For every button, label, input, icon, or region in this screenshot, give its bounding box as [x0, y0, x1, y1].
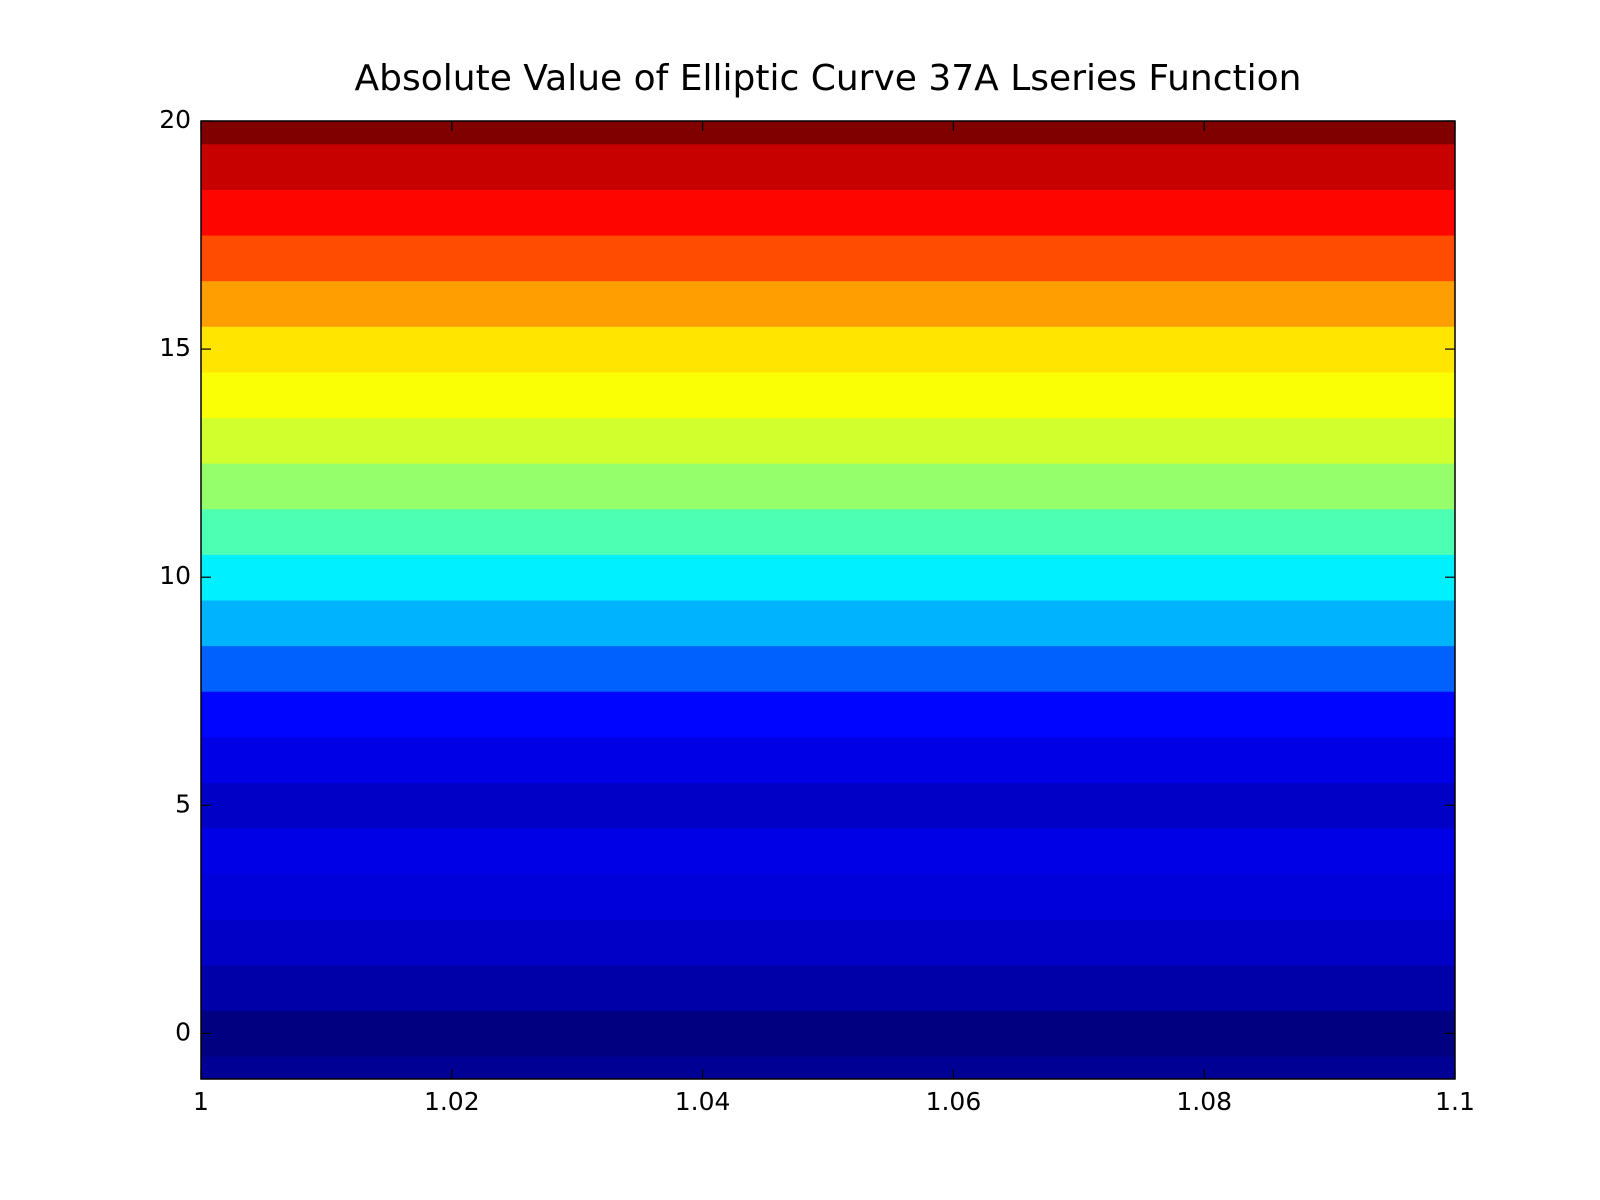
- heatmap-row: [201, 417, 1455, 464]
- plot-frame: [200, 120, 1456, 1080]
- y-tick-label: 20: [159, 105, 191, 134]
- x-tick-label: 1.1: [1435, 1087, 1475, 1116]
- chart-title: Absolute Value of Elliptic Curve 37A Lse…: [355, 58, 1302, 99]
- x-tick-label: 1.04: [675, 1087, 731, 1116]
- heatmap-row: [201, 736, 1455, 783]
- heatmap-row: [201, 121, 1455, 145]
- heatmap-row: [201, 964, 1455, 1012]
- heatmap-row: [201, 326, 1455, 373]
- heatmap-row: [201, 1056, 1455, 1079]
- heatmap-row: [201, 235, 1455, 282]
- heatmap-row: [201, 371, 1455, 419]
- heatmap-row: [201, 873, 1455, 920]
- heatmap-row: [201, 828, 1455, 875]
- x-tick-label: 1.08: [1176, 1087, 1232, 1116]
- heatmap-row: [201, 919, 1455, 966]
- heatmap-row: [201, 508, 1455, 555]
- heatmap-cells: [201, 121, 1455, 1079]
- heatmap-row: [201, 143, 1455, 190]
- heatmap-row: [201, 782, 1455, 829]
- heatmap-row: [201, 600, 1455, 647]
- y-tick-label: 10: [159, 561, 191, 590]
- heatmap-row: [201, 645, 1455, 692]
- heatmap-row: [201, 189, 1455, 236]
- heatmap-row: [201, 280, 1455, 327]
- y-tick-label: 0: [175, 1017, 191, 1046]
- heatmap-row: [201, 691, 1455, 738]
- x-tick-label: 1: [193, 1087, 209, 1116]
- x-tick-label: 1.02: [424, 1087, 480, 1116]
- heatmap-row: [201, 1010, 1455, 1057]
- heatmap-row: [201, 554, 1455, 601]
- y-tick-label: 5: [175, 789, 191, 818]
- heatmap-row: [201, 463, 1455, 510]
- x-tick-label: 1.06: [926, 1087, 982, 1116]
- y-tick-label: 15: [159, 333, 191, 362]
